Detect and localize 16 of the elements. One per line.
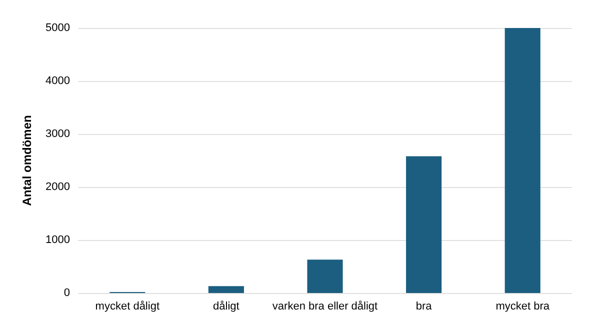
x-tick-label: varken bra eller dåligt bbox=[272, 300, 378, 312]
x-tick-label: dåligt bbox=[213, 300, 240, 312]
y-tick-label: 2000 bbox=[46, 181, 70, 193]
y-tick-label: 5000 bbox=[46, 22, 70, 34]
y-tick-label: 0 bbox=[64, 287, 70, 299]
x-tick-label: bra bbox=[416, 300, 433, 312]
x-tick-label: mycket bra bbox=[496, 300, 550, 312]
bar bbox=[504, 28, 540, 293]
y-tick-label: 3000 bbox=[46, 128, 70, 140]
y-axis-title: Antal omdömen bbox=[20, 115, 34, 206]
y-tick-label: 1000 bbox=[46, 234, 70, 246]
bar bbox=[307, 260, 343, 293]
bar bbox=[406, 156, 442, 293]
bar bbox=[208, 286, 244, 293]
y-tick-label: 4000 bbox=[46, 75, 70, 87]
x-tick-label: mycket dåligt bbox=[95, 300, 160, 312]
